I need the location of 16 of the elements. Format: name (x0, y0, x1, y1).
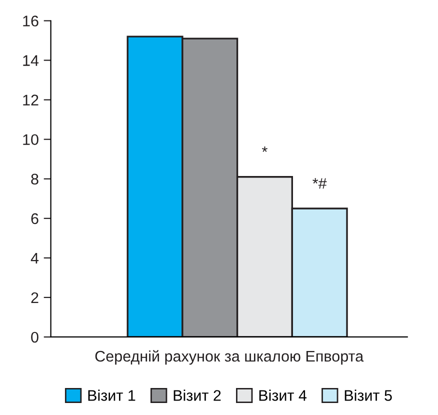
y-tick-label: 10 (23, 134, 38, 146)
y-tick-label: 4 (30, 252, 39, 264)
legend-label: Візит 1 (88, 390, 136, 401)
y-tick-label: 0 (31, 332, 38, 343)
x-axis-title: Середній рахунок за шкалою Епворта (95, 350, 364, 365)
y-tick-label: 12 (23, 94, 38, 106)
y-tick-label: 8 (31, 174, 38, 185)
y-tick-label: 6 (31, 213, 38, 224)
y-tick-label: 2 (31, 292, 38, 303)
legend-label: Візит 2 (174, 390, 221, 401)
y-tick-label: 14 (23, 55, 39, 66)
y-tick-label: 16 (23, 16, 38, 26)
annotation: *# (312, 178, 327, 189)
annotation: * (262, 146, 268, 152)
legend-label: Візит 5 (344, 390, 392, 401)
legend-label: Візит 4 (259, 390, 307, 401)
